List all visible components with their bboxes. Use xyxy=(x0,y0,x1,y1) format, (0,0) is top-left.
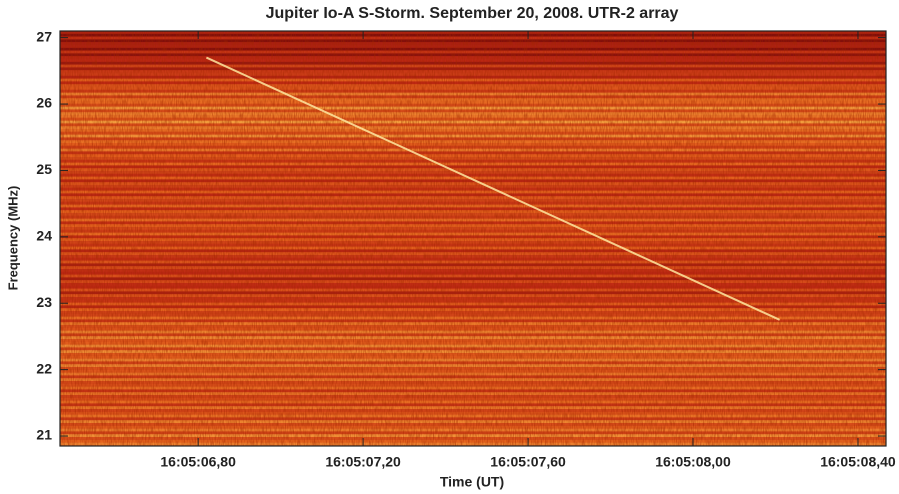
x-tick-label: 16:05:08,00 xyxy=(655,454,731,470)
x-tick-label: 16:05:07,20 xyxy=(325,454,401,470)
y-tick-label: 26 xyxy=(36,95,52,111)
y-tick-label: 22 xyxy=(36,360,52,376)
spectrogram-noise xyxy=(60,31,886,446)
y-tick-label: 27 xyxy=(36,28,52,44)
y-tick-label: 24 xyxy=(36,228,52,244)
x-tick-label: 16:05:08,40 xyxy=(820,454,896,470)
plot-frame xyxy=(59,30,887,447)
y-axis-label: Frequency (MHz) xyxy=(5,186,20,291)
chart-title: Jupiter Io-A S-Storm. September 20, 2008… xyxy=(266,5,679,22)
x-tick-label: 16:05:07,60 xyxy=(490,454,566,470)
burst-line xyxy=(205,56,781,321)
x-tick-label: 16:05:06,80 xyxy=(160,454,236,470)
x-axis-label: Time (UT) xyxy=(440,474,504,490)
y-tick-label: 23 xyxy=(36,294,52,310)
y-tick-label: 25 xyxy=(36,161,52,177)
spectrogram xyxy=(60,31,886,446)
y-tick-label: 21 xyxy=(36,427,52,443)
